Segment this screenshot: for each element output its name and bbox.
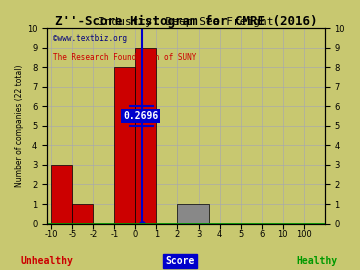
Bar: [114, 67, 135, 224]
Bar: [72, 204, 93, 224]
Text: The Research Foundation of SUNY: The Research Foundation of SUNY: [53, 53, 196, 62]
Bar: [51, 165, 72, 224]
Text: Healthy: Healthy: [296, 256, 337, 266]
Text: Industry: Deep Sea Freight: Industry: Deep Sea Freight: [98, 17, 274, 27]
Text: Score: Score: [165, 256, 195, 266]
Text: 0.2696: 0.2696: [123, 111, 158, 121]
Bar: [177, 204, 209, 224]
Y-axis label: Number of companies (22 total): Number of companies (22 total): [15, 65, 24, 187]
Text: Unhealthy: Unhealthy: [21, 256, 73, 266]
Bar: [135, 48, 157, 224]
Text: ©www.textbiz.org: ©www.textbiz.org: [53, 34, 127, 43]
Title: Z''-Score Histogram for CMRE (2016): Z''-Score Histogram for CMRE (2016): [55, 15, 317, 28]
